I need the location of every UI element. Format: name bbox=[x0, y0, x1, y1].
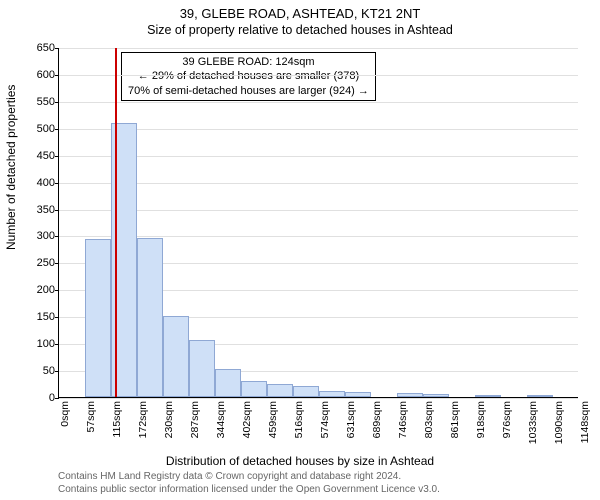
histogram-bar bbox=[85, 239, 111, 397]
histogram-bar bbox=[215, 369, 241, 397]
x-axis-label: Distribution of detached houses by size … bbox=[0, 454, 600, 468]
y-tick-mark bbox=[55, 344, 59, 345]
y-tick-label: 250 bbox=[37, 257, 55, 269]
x-tick-label: 631sqm bbox=[345, 401, 357, 438]
footer: Contains HM Land Registry data © Crown c… bbox=[58, 471, 440, 496]
y-tick-mark bbox=[55, 183, 59, 184]
y-tick-mark bbox=[55, 75, 59, 76]
x-tick-label: 574sqm bbox=[319, 401, 331, 438]
x-tick-label: 0sqm bbox=[59, 401, 71, 427]
footer-line-2: Contains public sector information licen… bbox=[58, 484, 440, 497]
x-tick-label: 689sqm bbox=[371, 401, 383, 438]
x-tick-label: 803sqm bbox=[423, 401, 435, 438]
y-tick-label: 400 bbox=[37, 177, 55, 189]
histogram-bar bbox=[241, 381, 267, 397]
y-tick-label: 350 bbox=[37, 204, 55, 216]
y-tick-mark bbox=[55, 210, 59, 211]
x-tick-label: 976sqm bbox=[501, 401, 513, 438]
y-tick-label: 100 bbox=[37, 338, 55, 350]
y-tick-label: 650 bbox=[37, 42, 55, 54]
chart-container: 39, GLEBE ROAD, ASHTEAD, KT21 2NT Size o… bbox=[0, 0, 600, 500]
x-tick-label: 1033sqm bbox=[527, 401, 539, 444]
annotation-line: 39 GLEBE ROAD: 124sqm bbox=[128, 55, 369, 69]
histogram-bar bbox=[137, 238, 163, 397]
annotation-line: ← 29% of detached houses are smaller (37… bbox=[128, 69, 369, 83]
gridline bbox=[59, 398, 578, 399]
y-tick-mark bbox=[55, 156, 59, 157]
x-tick-label: 918sqm bbox=[475, 401, 487, 438]
x-tick-label: 57sqm bbox=[85, 401, 97, 433]
y-tick-label: 50 bbox=[43, 365, 55, 377]
y-tick-label: 600 bbox=[37, 69, 55, 81]
y-tick-mark bbox=[55, 263, 59, 264]
histogram-bar bbox=[345, 392, 371, 397]
y-tick-label: 500 bbox=[37, 123, 55, 135]
histogram-bar bbox=[527, 395, 553, 397]
y-tick-mark bbox=[55, 290, 59, 291]
histogram-bar bbox=[423, 394, 449, 397]
x-tick-label: 402sqm bbox=[241, 401, 253, 438]
titles: 39, GLEBE ROAD, ASHTEAD, KT21 2NT Size o… bbox=[0, 0, 600, 37]
y-tick-label: 450 bbox=[37, 150, 55, 162]
histogram-bar bbox=[163, 316, 189, 397]
histogram-bar bbox=[293, 386, 319, 397]
x-tick-label: 115sqm bbox=[111, 401, 123, 438]
x-tick-label: 1148sqm bbox=[579, 401, 591, 443]
x-tick-label: 287sqm bbox=[189, 401, 201, 438]
y-tick-label: 200 bbox=[37, 284, 55, 296]
title-line-2: Size of property relative to detached ho… bbox=[0, 23, 600, 37]
x-tick-label: 344sqm bbox=[215, 401, 227, 438]
plot-area: 39 GLEBE ROAD: 124sqm← 29% of detached h… bbox=[58, 48, 578, 398]
annotation-box: 39 GLEBE ROAD: 124sqm← 29% of detached h… bbox=[121, 52, 376, 101]
title-line-1: 39, GLEBE ROAD, ASHTEAD, KT21 2NT bbox=[0, 6, 600, 21]
y-tick-mark bbox=[55, 129, 59, 130]
histogram-bar bbox=[189, 340, 215, 397]
y-tick-label: 300 bbox=[37, 230, 55, 242]
histogram-bar bbox=[267, 384, 293, 397]
x-tick-label: 459sqm bbox=[267, 401, 279, 438]
y-axis-label: Number of detached properties bbox=[4, 85, 18, 250]
histogram-bar bbox=[319, 391, 345, 397]
histogram-bar bbox=[475, 395, 501, 397]
x-tick-label: 861sqm bbox=[449, 401, 461, 438]
x-tick-label: 230sqm bbox=[163, 401, 175, 438]
y-tick-mark bbox=[55, 398, 59, 399]
y-tick-label: 550 bbox=[37, 96, 55, 108]
y-tick-label: 0 bbox=[49, 392, 55, 404]
x-tick-label: 1090sqm bbox=[553, 401, 565, 444]
marker-line bbox=[115, 48, 117, 397]
annotation-line: 70% of semi-detached houses are larger (… bbox=[128, 84, 369, 98]
gridline bbox=[59, 48, 578, 49]
histogram-bar bbox=[397, 393, 423, 397]
y-tick-mark bbox=[55, 371, 59, 372]
gridline bbox=[59, 75, 578, 76]
y-tick-label: 150 bbox=[37, 311, 55, 323]
x-tick-label: 746sqm bbox=[397, 401, 409, 438]
y-tick-mark bbox=[55, 48, 59, 49]
x-tick-label: 172sqm bbox=[137, 401, 149, 438]
gridline bbox=[59, 102, 578, 103]
y-tick-mark bbox=[55, 236, 59, 237]
y-tick-mark bbox=[55, 102, 59, 103]
x-tick-label: 516sqm bbox=[293, 401, 305, 438]
y-tick-mark bbox=[55, 317, 59, 318]
footer-line-1: Contains HM Land Registry data © Crown c… bbox=[58, 471, 440, 484]
